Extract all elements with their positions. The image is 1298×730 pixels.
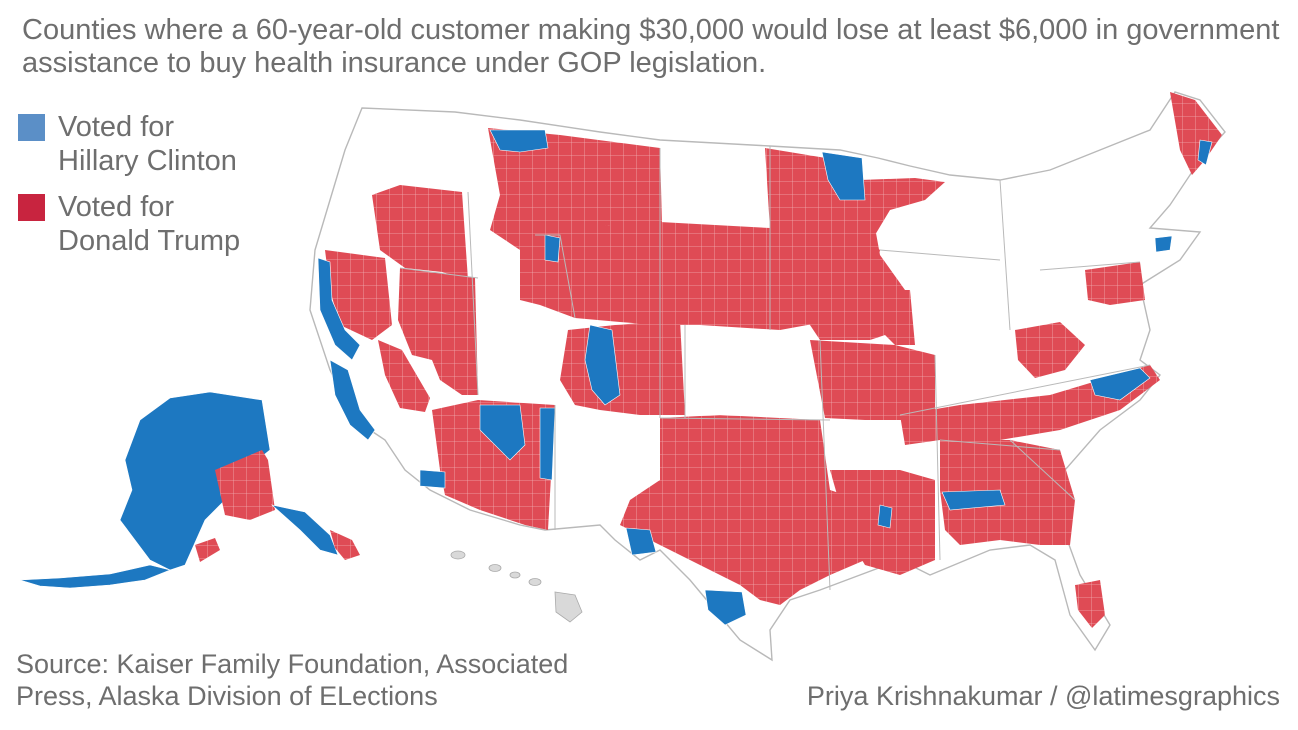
clinton-region-southern-california-desert	[419, 469, 446, 489]
clinton-region-alabama-blackbelt	[941, 489, 1006, 511]
trump-region-west-virginia	[1015, 322, 1085, 378]
legend-item-clinton: Voted for Hillary Clinton	[18, 110, 318, 180]
alaska-clinton-region	[119, 391, 271, 571]
clinton-region-california-south	[329, 359, 376, 441]
trump-region-california-north	[325, 250, 392, 340]
clinton-region-minnesota	[821, 151, 866, 201]
legend-item-trump: Voted for Donald Trump	[18, 190, 318, 260]
clinton-region-colorado	[584, 324, 621, 406]
legend-label-clinton-line1: Voted for	[58, 111, 175, 143]
us-county-map	[19, 91, 1226, 662]
hawaii-island-big	[554, 591, 583, 623]
trump-region-alabama-georgia	[940, 440, 1075, 545]
trump-region-utah-colorado	[560, 320, 685, 415]
alaska-panhandle	[270, 504, 339, 556]
state-border-line	[899, 364, 1151, 416]
source-line2: Press, Alaska Division of ELections	[16, 681, 438, 711]
clinton-region-washington	[489, 129, 549, 153]
legend-swatch-trump	[18, 194, 45, 221]
legend-swatch-clinton	[18, 114, 45, 141]
hawaii-island-1	[450, 550, 466, 560]
alaska-panhandle-trump	[330, 530, 360, 560]
credit-line: Priya Krishnakumar / @latimesgraphics	[806, 681, 1280, 711]
state-border-line	[999, 179, 1011, 331]
trump-region-maine	[1170, 92, 1222, 175]
state-border-line	[819, 339, 831, 591]
clinton-region-louisiana	[877, 504, 893, 529]
state-border-line	[399, 267, 479, 279]
trump-region-idaho-montana	[488, 128, 662, 305]
trump-region-michigan-wisconsin	[860, 178, 945, 235]
clinton-region-new-england	[1154, 235, 1173, 253]
trump-region-northwest	[372, 185, 468, 280]
trump-region-illinois	[880, 290, 915, 345]
state-border-line	[934, 354, 941, 561]
legend-label-clinton: Voted for Hillary Clinton	[58, 110, 308, 178]
legend-label-trump-line1: Voted for	[58, 191, 175, 223]
legend-label-trump: Voted for Donald Trump	[58, 190, 308, 258]
clinton-region-idaho-blaine	[544, 234, 561, 263]
clinton-region-new-mexico-east	[539, 407, 556, 481]
hawaii	[450, 550, 583, 623]
legend: Voted for Hillary Clinton Voted for Dona…	[18, 110, 318, 270]
hawaii-island-4	[528, 578, 542, 586]
trump-region-oklahoma-texas	[620, 415, 865, 605]
trump-counties	[325, 92, 1222, 628]
state-borders	[399, 146, 1151, 591]
chart-title: Counties where a 60-year-old customer ma…	[22, 14, 1280, 79]
state-border-line	[659, 417, 831, 421]
clinton-region-virginia-nc	[1089, 367, 1151, 401]
state-border-line	[535, 234, 576, 319]
alaska-trump-region	[215, 450, 275, 520]
clinton-region-california-coast	[317, 257, 361, 361]
legend-label-clinton-line2: Hillary Clinton	[58, 145, 237, 177]
clinton-region-texas-border	[704, 589, 747, 626]
state-border-line	[467, 191, 479, 396]
alaska-kodiak-trump	[195, 538, 220, 562]
trump-region-florida	[1075, 580, 1105, 628]
trump-region-pennsylvania	[1085, 262, 1145, 305]
state-border-line	[1009, 439, 1076, 501]
state-border-line	[939, 439, 1061, 451]
clinton-region-new-mexico	[479, 404, 526, 461]
clinton-region-maine-coast	[1197, 139, 1213, 166]
trump-region-nevada	[398, 268, 478, 395]
alaska	[19, 391, 360, 589]
source-note: Source: Kaiser Family Foundation, Associ…	[16, 648, 676, 712]
trump-region-minnesota-iowa	[765, 148, 905, 340]
legend-label-trump-line2: Donald Trump	[58, 225, 241, 257]
hawaii-island-2	[488, 564, 502, 572]
trump-region-missouri	[810, 340, 935, 420]
hawaii-island-3	[509, 571, 521, 579]
trump-region-arizona	[432, 400, 555, 530]
state-border-line	[879, 249, 1001, 261]
trump-region-california-east	[378, 340, 430, 412]
clinton-region-texas-west	[625, 527, 657, 556]
alaska-peninsula	[19, 564, 171, 589]
state-border-line	[1039, 261, 1141, 271]
source-line1: Source: Kaiser Family Foundation, Associ…	[16, 649, 569, 679]
clinton-counties	[317, 129, 1213, 626]
